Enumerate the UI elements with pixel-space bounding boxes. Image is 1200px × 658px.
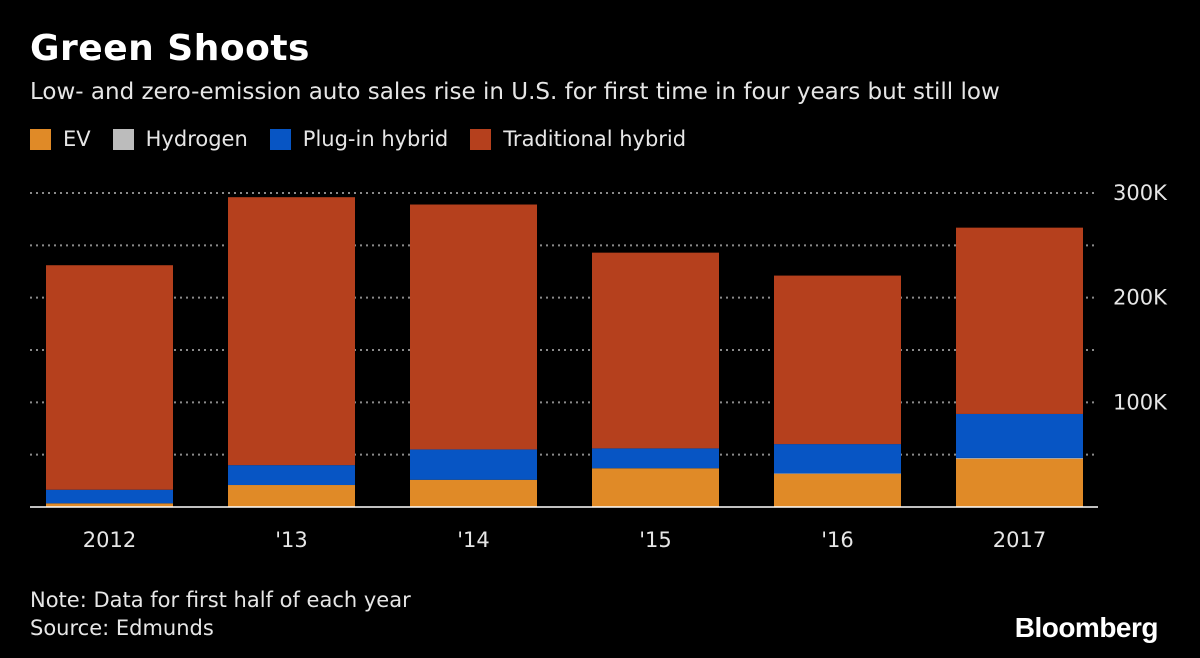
chart-subtitle: Low- and zero-emission auto sales rise i… <box>30 79 1000 105</box>
x-tick-label-5: 2017 <box>993 528 1046 552</box>
legend-swatch-traditional-hybrid <box>470 128 492 150</box>
bar-plug-in-hybrid-4 <box>774 444 901 474</box>
bar-plug-in-hybrid-3 <box>592 448 719 469</box>
bar-traditional-hybrid-5 <box>956 227 1083 414</box>
bar-plug-in-hybrid-0 <box>46 489 173 504</box>
legend-label-ev: EV <box>63 127 91 151</box>
bar-ev-2 <box>410 479 537 507</box>
legend-item-hydrogen: Hydrogen <box>112 127 248 151</box>
note-text: Note: Data for first half of each year <box>30 588 411 612</box>
legend-swatch-ev <box>30 128 51 150</box>
x-tick-label-4: '16 <box>821 528 854 552</box>
bar-ev-3 <box>592 468 719 507</box>
bar-ev-4 <box>774 473 901 507</box>
x-tick-label-1: '13 <box>275 528 308 552</box>
legend-item-plug-in-hybrid: Plug-in hybrid <box>269 127 449 151</box>
legend-item-ev: EV <box>30 127 91 151</box>
bar-traditional-hybrid-1 <box>228 197 355 466</box>
bar-plug-in-hybrid-5 <box>956 413 1083 458</box>
y-tick-label-3: 300K <box>1113 181 1168 205</box>
bar-traditional-hybrid-2 <box>410 204 537 450</box>
legend: EV Hydrogen Plug-in hybrid Traditional h… <box>30 127 708 151</box>
legend-label-hydrogen: Hydrogen <box>145 127 248 151</box>
bar-ev-5 <box>956 458 1083 507</box>
bar-traditional-hybrid-4 <box>774 275 901 445</box>
y-tick-label-2: 200K <box>1113 286 1168 310</box>
bar-traditional-hybrid-0 <box>46 265 173 490</box>
x-tick-label-0: 2012 <box>83 528 136 552</box>
bar-traditional-hybrid-3 <box>592 252 719 449</box>
x-tick-label-2: '14 <box>457 528 490 552</box>
bar-ev-1 <box>228 485 355 507</box>
bar-plug-in-hybrid-2 <box>410 449 537 480</box>
legend-swatch-hydrogen <box>112 128 134 150</box>
bar-plug-in-hybrid-1 <box>228 465 355 486</box>
legend-item-traditional-hybrid: Traditional hybrid <box>470 127 686 151</box>
bar-hydrogen-4 <box>774 473 901 474</box>
x-tick-label-3: '15 <box>639 528 672 552</box>
bloomberg-logo: Bloomberg <box>1014 612 1159 643</box>
source-text: Source: Edmunds <box>30 616 214 640</box>
footnotes: Note: Data for first half of each year S… <box>30 586 411 642</box>
legend-label-traditional-hybrid: Traditional hybrid <box>503 127 687 151</box>
chart-title: Green Shoots <box>30 28 310 69</box>
legend-label-plug-in-hybrid: Plug-in hybrid <box>302 127 449 151</box>
bar-ev-0 <box>46 503 173 507</box>
bar-hydrogen-5 <box>956 457 1083 459</box>
y-tick-label-1: 100K <box>1113 390 1168 414</box>
legend-swatch-plug-in-hybrid <box>269 128 291 150</box>
